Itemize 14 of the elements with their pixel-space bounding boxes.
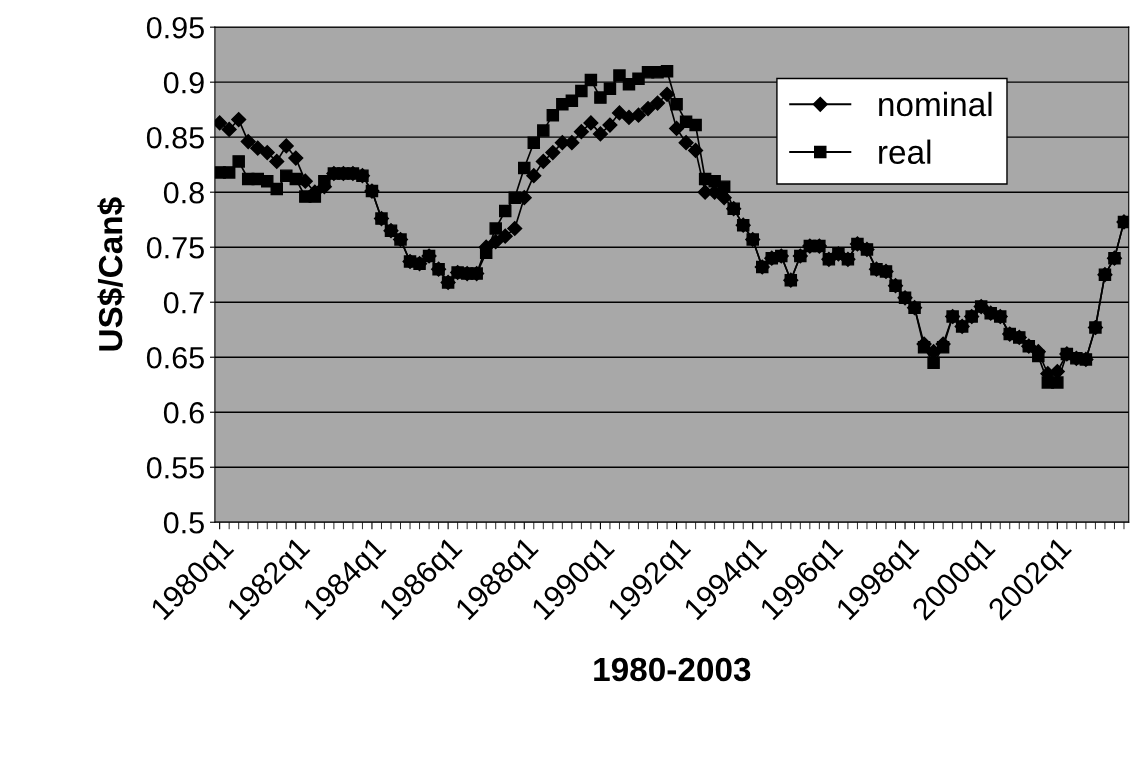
y-tick-label: 0.95	[146, 16, 204, 39]
y-tick-label: 0.7	[163, 291, 204, 314]
y-tick-label: 0.5	[163, 511, 204, 534]
y-tick-label: 0.9	[163, 71, 204, 94]
legend-label: nominal	[879, 91, 992, 117]
y-axis-title: US$/Can$	[97, 197, 125, 351]
y-tick-label: 0.65	[146, 346, 204, 369]
x-axis-title: 1980-2003	[594, 657, 751, 682]
y-tick-label: 0.75	[146, 236, 204, 259]
y-tick-label: 0.8	[163, 181, 204, 204]
y-tick-label: 0.55	[146, 456, 204, 479]
y-tick-label: 0.85	[146, 126, 204, 149]
legend-label: real	[879, 139, 931, 165]
y-tick-label: 0.6	[163, 401, 204, 424]
